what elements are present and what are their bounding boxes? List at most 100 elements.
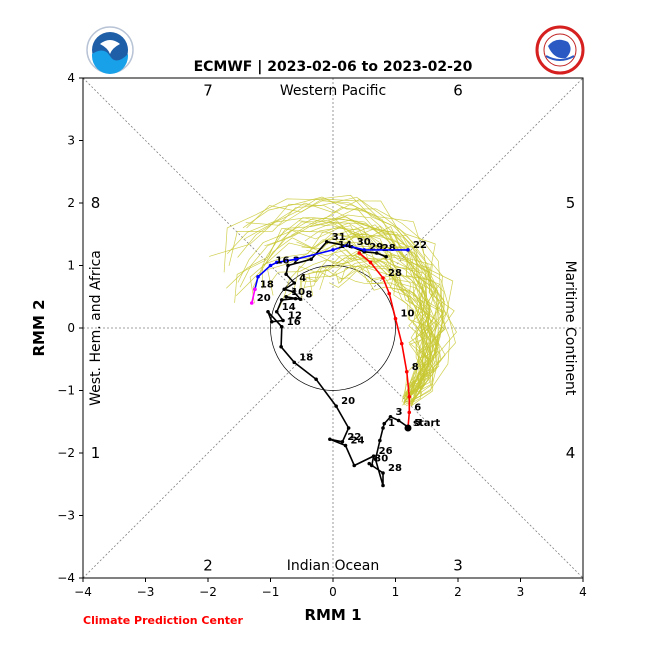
ensemble-member-line (334, 252, 440, 403)
point-label: 5 (414, 418, 421, 429)
footer-credit: Climate Prediction Center (83, 614, 243, 627)
noaa-logo (86, 26, 134, 74)
point-label: 22 (413, 240, 427, 251)
x-tick-label: −2 (199, 585, 217, 599)
point-label: 30 (374, 454, 388, 465)
point-label: 14 (282, 302, 296, 313)
ensemble-member-line (228, 204, 450, 404)
series-point (373, 457, 378, 462)
series-point (407, 394, 412, 399)
x-tick-label: −3 (137, 585, 155, 599)
point-label: 1 (388, 418, 395, 429)
series-point (328, 437, 332, 442)
series-point (314, 377, 318, 382)
series-point (344, 243, 349, 248)
y-axis-label: RMM 2 (30, 299, 48, 356)
point-label: start (413, 418, 440, 429)
series-point (367, 461, 372, 466)
series-point (404, 369, 409, 374)
series-point (279, 344, 283, 349)
point-label: 10 (401, 309, 415, 320)
point-label: 14 (338, 240, 352, 251)
point-label: 8 (306, 289, 313, 300)
series-point (357, 251, 362, 255)
ensemble-member-line (261, 222, 434, 397)
region-label-left: West. Hem. and Africa (88, 250, 104, 406)
phase-label: 3 (453, 557, 463, 575)
phase-label: 4 (566, 444, 576, 462)
series-point (293, 257, 298, 262)
series-point (292, 360, 297, 365)
series-point (381, 276, 385, 280)
phase-label: 6 (453, 82, 463, 100)
ensemble-member-line (319, 266, 433, 406)
series-point (284, 294, 288, 299)
series-point (279, 324, 284, 329)
series-point (374, 251, 379, 255)
ensemble-member-line (309, 214, 444, 403)
series-point (249, 301, 254, 305)
point-label: 28 (382, 243, 396, 254)
series-point (346, 426, 351, 430)
series-point (368, 260, 373, 265)
series-point (381, 483, 385, 488)
x-tick-label: 4 (579, 585, 587, 599)
phase-label: 5 (566, 194, 576, 212)
series-point (399, 341, 404, 346)
series-point (256, 274, 260, 279)
series-point (407, 410, 412, 415)
point-label: 31 (332, 232, 346, 243)
ensemble-member-line (252, 237, 441, 400)
series-point (291, 289, 296, 294)
series-point (286, 263, 290, 268)
series-point (284, 272, 288, 277)
y-tick-label: 0 (67, 321, 75, 335)
series-point (282, 287, 287, 292)
x-tick-label: 3 (517, 585, 525, 599)
x-tick-label: 0 (329, 585, 337, 599)
series-point (293, 296, 298, 301)
series-point (384, 254, 388, 259)
x-tick-label: −1 (262, 585, 280, 599)
series-point (352, 463, 357, 468)
series-point (382, 421, 387, 426)
series-point (371, 454, 376, 458)
ensemble-member-line (331, 224, 438, 407)
series-point (292, 281, 297, 285)
y-tick-label: 1 (67, 259, 75, 273)
series-point (343, 443, 348, 448)
point-label: 24 (351, 436, 365, 447)
point-label: 3 (396, 407, 403, 418)
ensemble-member-line (242, 196, 451, 403)
ensemble-member-line (243, 194, 455, 399)
point-label: 20 (341, 396, 355, 407)
ensemble-member-line (237, 217, 446, 396)
series-point (269, 319, 274, 324)
ensemble-member-line (237, 207, 446, 396)
y-tick-label: 2 (67, 196, 75, 210)
point-label: 22 (347, 432, 361, 443)
series-point (362, 248, 367, 252)
y-tick-label: −4 (57, 571, 75, 585)
phase-label: 8 (91, 194, 101, 212)
point-label: 8 (412, 362, 419, 373)
series-point (266, 309, 270, 314)
y-tick-label: 3 (67, 134, 75, 148)
series-point (309, 257, 313, 262)
nws-logo (535, 25, 585, 75)
series-point (381, 426, 385, 430)
phase-label: 7 (203, 82, 213, 100)
series-point (274, 309, 279, 314)
point-label: 16 (276, 256, 290, 267)
series-point (388, 414, 393, 419)
series-point (340, 439, 345, 444)
y-tick-label: −3 (57, 509, 75, 523)
x-tick-label: −4 (74, 585, 92, 599)
series-line-3 (358, 252, 411, 429)
y-tick-label: −2 (57, 446, 75, 460)
series-point (331, 248, 335, 252)
chart-title: ECMWF | 2023-02-06 to 2023-02-20 (194, 59, 473, 75)
ensemble-member-line (279, 248, 431, 406)
point-label: 6 (414, 402, 421, 413)
